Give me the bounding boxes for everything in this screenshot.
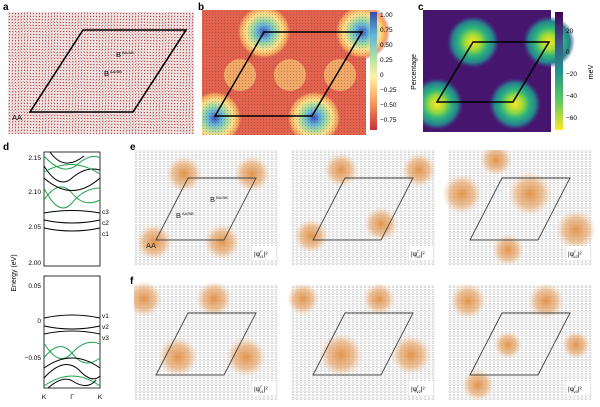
d-ytick: 0.05 xyxy=(28,283,41,290)
c-cbar-title: meV xyxy=(588,64,595,79)
d-ytick: 2.10 xyxy=(28,189,41,196)
d-xtick: K xyxy=(98,394,103,401)
panel-f-label: f xyxy=(130,276,134,287)
panel-c-energy-map: 20 0 −20 −40 −60 meV xyxy=(423,10,595,132)
e-label-baa-sup: AA/BB xyxy=(182,211,194,216)
e-label-baa: B xyxy=(176,211,181,220)
panel-a-moire-lattice: AA B AA/BB B BA/AB xyxy=(8,12,194,134)
d-band-label: v1 xyxy=(102,313,109,320)
a-label-bbb-sup: BA/AB xyxy=(122,50,134,55)
panel-b-percentage-map: 1.00 0.75 0.50 0.25 0 −0.25 −0.50 −0.75 … xyxy=(202,10,418,135)
b-cbar-tick: −0.25 xyxy=(380,87,397,94)
d-band-label: c1 xyxy=(102,231,109,238)
panel-a-label: a xyxy=(3,2,9,13)
b-cbar-tick: 1.00 xyxy=(380,12,393,19)
c-cbar-tick: −20 xyxy=(566,71,577,78)
b-cbar-title: Percentage xyxy=(411,54,418,90)
c-cbar-tick: 0 xyxy=(566,49,570,56)
f-subpanel-3: |ψΓ v3|² xyxy=(448,283,592,401)
e-subpanel-1: AA B BA/AB B AA/BB |ψΓ c1|² xyxy=(134,150,278,266)
a-label-aa: AA xyxy=(12,113,22,122)
b-cbar-tick: −0.75 xyxy=(380,117,397,124)
f-tag-1: |ψΓ v1|² xyxy=(254,384,268,394)
f-subpanel-2: |ψΓ v2|² xyxy=(287,283,435,401)
c-cbar-tick: 20 xyxy=(566,28,574,35)
d-xtick: Γ xyxy=(70,394,74,401)
e-tag-3: |ψΓ c3|² xyxy=(568,249,582,259)
b-cbar-tick: 0.50 xyxy=(380,42,393,49)
e-subpanel-3: |ψΓ c3|² xyxy=(442,150,596,266)
panels-e-f-wavefunctions: AA B BA/AB B AA/BB |ψΓ c1|² |ψΓ c2|² |ψΓ c3… xyxy=(134,150,596,401)
e-tag-2: |ψΓ c2|² xyxy=(411,249,425,259)
d-ylabel: Energy (eV) xyxy=(11,254,18,291)
f-tag-3: |ψΓ v3|² xyxy=(568,384,582,394)
d-ytick: 2.15 xyxy=(28,155,41,162)
b-cbar-tick: −0.50 xyxy=(380,102,397,109)
a-label-baa-sup: AA/BB xyxy=(110,69,122,74)
c-cbar-tick: −40 xyxy=(566,93,577,100)
d-ytick: −0.05 xyxy=(25,355,42,362)
d-band-label: c3 xyxy=(102,209,109,216)
b-cbar-tick: 0.75 xyxy=(380,27,393,34)
e-subpanel-2: |ψΓ c2|² xyxy=(291,150,436,266)
panel-d-band-structure: 2.15 2.10 2.05 2.00 0.05 0 −0.05 Energy … xyxy=(11,151,109,401)
d-ytick: 2.00 xyxy=(28,260,41,267)
b-cbar-tick: 0 xyxy=(380,72,384,79)
b-cbar-tick: 0.25 xyxy=(380,57,393,64)
panel-b-label: b xyxy=(198,2,205,13)
a-label-bbb: B xyxy=(116,50,121,59)
panel-d-label: d xyxy=(3,142,10,153)
d-band-label: c2 xyxy=(102,220,109,227)
c-cbar-tick: −60 xyxy=(566,115,577,122)
d-xtick: K xyxy=(42,394,47,401)
d-ytick: 2.05 xyxy=(28,224,41,231)
f-subpanel-1: |ψΓ v1|² xyxy=(134,281,278,401)
d-band-label: v2 xyxy=(102,324,109,331)
e-label-bbb-sup: BA/AB xyxy=(216,195,228,200)
e-label-bbb: B xyxy=(210,195,215,204)
f-tag-2: |ψΓ v2|² xyxy=(411,384,425,394)
e-tag-1: |ψΓ c1|² xyxy=(254,249,268,259)
panel-c-label: c xyxy=(418,2,424,13)
a-label-baa: B xyxy=(104,69,109,78)
d-band-label: v3 xyxy=(102,335,109,342)
d-ytick: 0 xyxy=(37,318,41,325)
panel-e-label: e xyxy=(130,142,136,153)
e-label-aa: AA xyxy=(146,241,156,250)
